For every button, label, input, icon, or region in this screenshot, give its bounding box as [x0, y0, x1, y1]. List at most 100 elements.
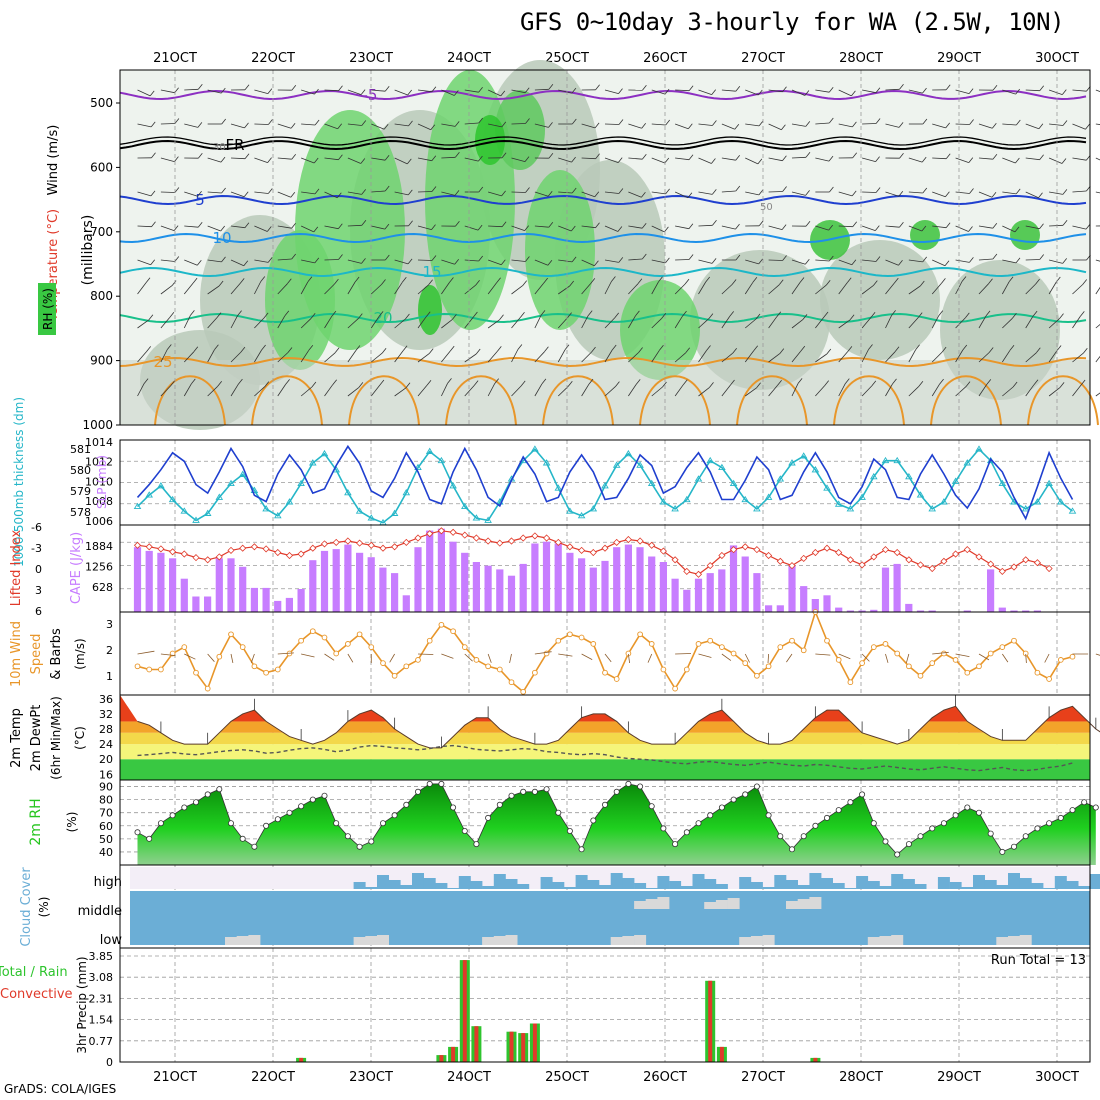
wind-barb: [791, 350, 802, 363]
cape-bar: [542, 541, 551, 612]
wind-speed-point: [169, 650, 176, 657]
cape-bar: [578, 558, 586, 612]
cape-bar: [519, 563, 527, 612]
temp-tick-label: 24: [99, 738, 113, 751]
wind-barb-flag: [665, 257, 670, 264]
lifted-index-point: [916, 561, 925, 569]
wind-barb-flag: [664, 157, 670, 164]
surface-wind-barb: [698, 653, 712, 658]
wind-barb-flag: [595, 84, 600, 91]
wind-barb-flag: [408, 120, 413, 127]
precip-convective-bar: [521, 1033, 526, 1062]
wind-barb: [628, 283, 639, 295]
wind-barb: [955, 89, 970, 94]
wind-barb: [885, 282, 895, 295]
cape-bar: [870, 609, 878, 612]
thickness-point: [145, 491, 153, 498]
wind-barb: [417, 225, 432, 230]
wind-barb: [768, 385, 778, 397]
thickness-point: [367, 514, 376, 521]
wind-barb-flag: [540, 310, 546, 316]
temperature-contour: [119, 232, 1087, 244]
wind-barb-flag: [945, 122, 951, 129]
wind-barb: [1025, 89, 1040, 92]
low-cloud-bar: [867, 937, 880, 945]
lifted-index-point: [531, 532, 539, 540]
thickness-point: [402, 488, 411, 496]
wind-barb: [394, 89, 408, 96]
rh-contour-region: [495, 90, 545, 170]
cape-bar: [180, 578, 188, 612]
wind-barb: [791, 319, 804, 329]
rh-point: [531, 788, 538, 795]
wind-barb-flag: [500, 259, 506, 266]
wind-barb: [1095, 191, 1100, 194]
mid-low-cloud-track: [130, 891, 1090, 945]
wind-barb-flag: [193, 346, 199, 353]
thickness-point: [449, 482, 457, 489]
wind-barb-flag: [571, 256, 577, 263]
rh-point: [905, 841, 912, 848]
high-cloud-bar: [797, 885, 810, 889]
wind-barb-flag: [1035, 278, 1040, 285]
wind-barb: [838, 225, 853, 228]
wind-barb-flag: [871, 380, 877, 387]
rh-lower-band: [120, 360, 1090, 425]
wind-barb-flag: [824, 380, 830, 386]
wind-speed-point: [859, 660, 865, 666]
wind-barb-flag: [197, 191, 202, 197]
wind-speed-point: [719, 644, 725, 650]
cape-bar: [776, 605, 784, 612]
wind-barb-flag: [501, 152, 507, 159]
cape-bar: [916, 610, 925, 612]
wind-barb: [1048, 318, 1060, 329]
wind-barb-flag: [1009, 345, 1015, 351]
wind-barb: [1001, 281, 1010, 295]
wind-barb: [488, 225, 503, 228]
wind-barb: [183, 351, 195, 363]
wind-barb-flag: [407, 89, 413, 96]
wind-barb: [230, 225, 245, 229]
lifted-index-point: [683, 567, 691, 575]
wind-barb-flag: [569, 280, 575, 287]
wind-barb: [487, 282, 497, 295]
wind-barb: [932, 157, 947, 160]
wind-barb: [744, 350, 755, 363]
rh-contour-region: [475, 115, 505, 165]
thickness-tick-label: 579: [70, 485, 91, 498]
low-cloud-bar: [891, 935, 904, 945]
wind-barb: [441, 191, 456, 196]
wind-barb: [862, 123, 877, 125]
wind-barb-flag: [268, 119, 273, 125]
wind-barb-flag: [453, 90, 459, 96]
wind-barb: [651, 157, 665, 164]
wind-barb: [417, 157, 432, 162]
cape-bar: [823, 595, 831, 612]
wind-barb: [721, 225, 736, 230]
date-label-top: 24OCT: [447, 51, 491, 66]
rh-point: [298, 803, 305, 810]
wind-barb: [908, 157, 923, 163]
wind-barb-flag: [805, 220, 811, 227]
wind-barb: [978, 225, 993, 229]
wind-speed-point: [765, 663, 772, 670]
surface-wind-barb: [534, 651, 552, 655]
wind-barb-flag: [874, 225, 880, 231]
wind-barb: [698, 123, 713, 126]
wind-barb: [558, 191, 573, 194]
wind-barb: [184, 88, 199, 91]
rh-point: [239, 835, 246, 842]
wind-barb: [487, 351, 498, 363]
lifted-index-point: [718, 551, 726, 560]
wind-barb: [651, 225, 665, 233]
wind-barb-flag: [361, 189, 367, 195]
wind-barb: [371, 157, 386, 161]
wind-barb: [511, 349, 519, 363]
thickness-point: [870, 472, 878, 480]
wind-barb-flag: [197, 152, 203, 159]
wind-barb-flag: [735, 154, 741, 161]
wind-barb-flag: [244, 222, 250, 228]
wind-barb-flag: [875, 118, 881, 124]
wind-barb-flag: [1061, 89, 1067, 95]
thickness-point: [601, 482, 609, 489]
